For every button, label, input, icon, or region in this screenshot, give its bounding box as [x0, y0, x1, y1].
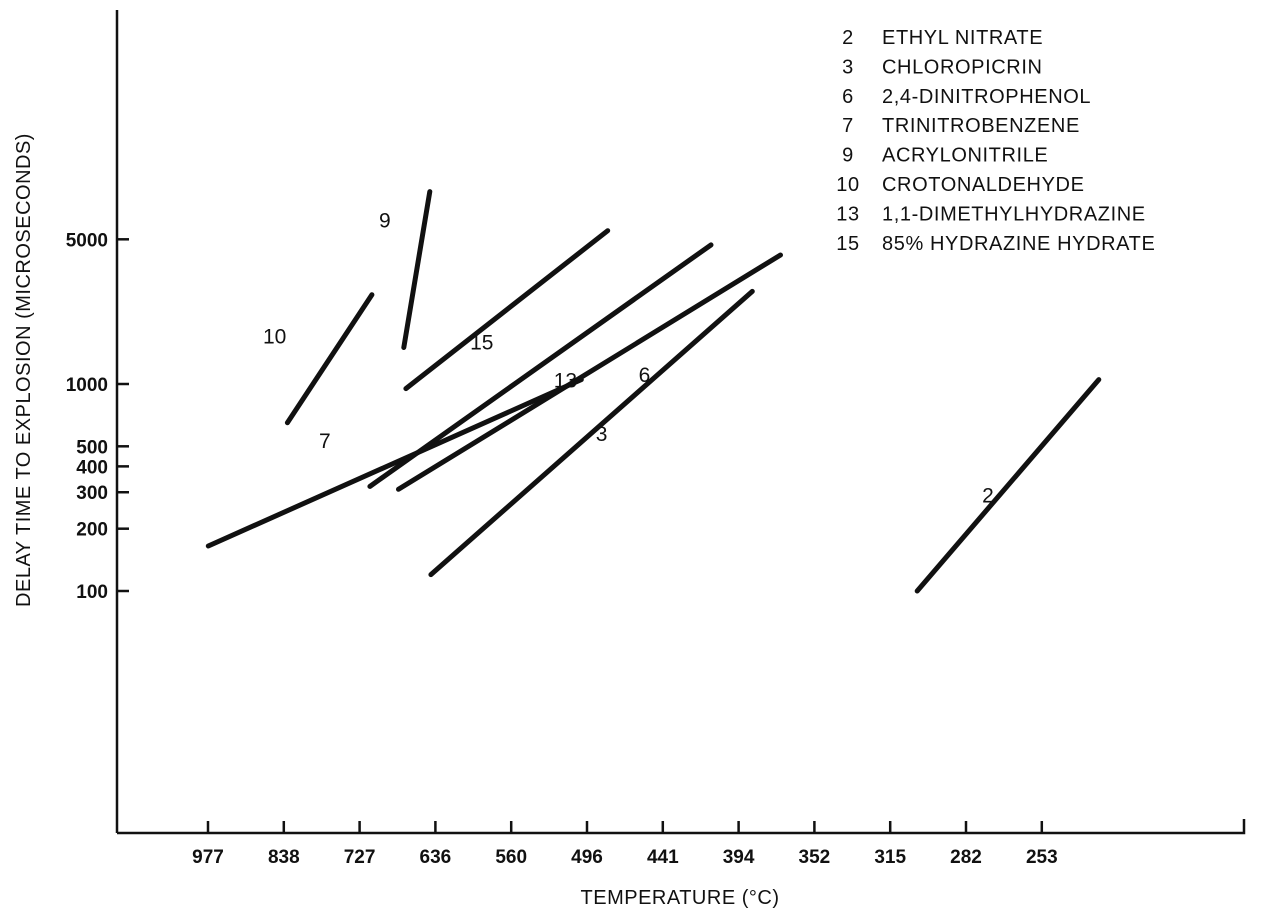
y-tick-label: 5000: [66, 230, 108, 251]
series-tag-9: 9: [379, 210, 391, 233]
legend-number: 9: [842, 145, 854, 167]
series-tags: 2 3 6 7 9 10 13 15: [263, 210, 994, 508]
x-tick-label: 282: [950, 847, 982, 868]
series-line-2: [914, 377, 1102, 594]
x-tick-label: 253: [1026, 847, 1058, 868]
y-tick-label: 1000: [66, 375, 108, 396]
x-axis: [117, 819, 1246, 835]
legend-number: 13: [836, 203, 859, 225]
series-line-9: [401, 189, 433, 350]
legend-number: 10: [836, 174, 859, 196]
series-tag-2: 2: [982, 484, 994, 507]
legend-number: 15: [836, 233, 859, 255]
series-tag-3: 3: [596, 423, 608, 446]
series-tag-7: 7: [319, 430, 331, 453]
series-line-13: [367, 242, 714, 489]
legend-label: TRINITROBENZENE: [882, 115, 1080, 137]
x-axis-title: TEMPERATURE (°C): [581, 887, 780, 909]
y-tick-label: 500: [76, 437, 108, 458]
legend-label: 85% HYDRAZINE HYDRATE: [882, 233, 1155, 255]
legend-label: CROTONALDEHYDE: [882, 174, 1085, 196]
chart-axes: [115, 10, 1246, 835]
y-tick-label: 400: [76, 457, 108, 478]
legend-number: 6: [842, 86, 854, 108]
series-tag-15: 15: [470, 332, 493, 355]
x-tick-label: 838: [268, 847, 300, 868]
series-lines: [205, 189, 1102, 594]
y-tick-label: 100: [76, 582, 108, 603]
y-axis-title: DELAY TIME TO EXPLOSION (MICROSECONDS): [13, 133, 35, 607]
series-line-7: [205, 377, 584, 549]
y-tick-label: 300: [76, 483, 108, 504]
series-line-6: [396, 252, 783, 492]
series-line-3: [428, 288, 755, 578]
series-line-10: [284, 292, 375, 426]
y-tick-label: 200: [76, 520, 108, 541]
legend-number: 3: [842, 56, 854, 78]
legend: 2 ETHYL NITRATE 3 CHLOROPICRIN 6 2,4-DINITROP…: [836, 27, 1155, 255]
legend-label: ACRYLONITRILE: [882, 145, 1048, 167]
x-tick-label: 315: [874, 847, 906, 868]
x-tick-label: 636: [420, 847, 452, 868]
series-tag-6: 6: [639, 364, 651, 387]
legend-number: 7: [842, 115, 854, 137]
legend-number: 2: [842, 27, 854, 49]
x-tick-label: 727: [344, 847, 376, 868]
legend-label: 1,1-DIMETHYLHYDRAZINE: [882, 203, 1146, 225]
legend-label: 2,4-DINITROPHENOL: [882, 86, 1091, 108]
x-axis-ticks: 977 838 727 636 560 496 441 394 352 315 282 253: [192, 821, 1058, 868]
x-tick-label: 977: [192, 847, 224, 868]
x-tick-label: 441: [647, 847, 679, 868]
series-tag-10: 10: [263, 326, 286, 349]
legend-label: ETHYL NITRATE: [882, 27, 1043, 49]
x-tick-label: 394: [723, 847, 755, 868]
x-tick-label: 352: [799, 847, 831, 868]
legend-label: CHLOROPICRIN: [882, 56, 1043, 78]
x-tick-label: 560: [495, 847, 527, 868]
series-tag-13: 13: [554, 370, 577, 393]
series-line-15: [403, 228, 611, 392]
x-tick-label: 496: [571, 847, 603, 868]
